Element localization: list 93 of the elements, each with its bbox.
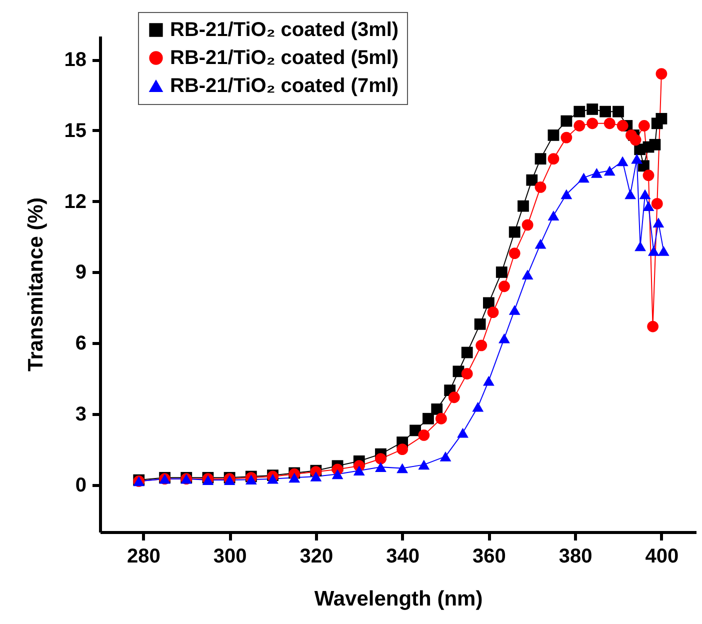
point: [534, 238, 546, 249]
point: [245, 474, 257, 485]
point: [526, 174, 538, 186]
point: [616, 120, 628, 132]
point: [649, 138, 661, 150]
point: [288, 472, 300, 483]
y-tick-label: 15: [64, 120, 86, 142]
point: [548, 153, 560, 165]
point: [586, 104, 598, 115]
point: [638, 120, 650, 132]
point: [508, 305, 520, 315]
legend-label: RB-21/TiO₂ coated (7ml): [170, 75, 399, 97]
point: [534, 153, 546, 165]
point: [647, 320, 659, 332]
point: [508, 248, 520, 259]
point: [472, 402, 484, 412]
point: [574, 120, 586, 132]
point: [616, 156, 628, 166]
point: [600, 106, 612, 118]
x-tick-label: 320: [300, 546, 334, 568]
point: [658, 246, 670, 256]
x-axis-title: Wavelength (nm): [314, 588, 483, 610]
point: [630, 134, 642, 146]
point: [560, 115, 572, 127]
point: [448, 392, 460, 404]
point: [482, 376, 494, 386]
point: [522, 219, 534, 231]
point: [642, 170, 654, 182]
point: [440, 451, 452, 462]
point: [604, 166, 616, 176]
point: [508, 226, 520, 238]
x-tick-label: 360: [472, 546, 506, 568]
point: [578, 172, 590, 183]
point: [418, 460, 430, 470]
x-tick-label: 300: [213, 546, 247, 568]
x-tick-label: 380: [558, 546, 592, 568]
point: [482, 297, 494, 309]
point: [522, 270, 534, 280]
point: [548, 210, 560, 220]
point: [574, 106, 586, 118]
point: [586, 118, 598, 130]
point: [487, 306, 499, 318]
point: [518, 200, 529, 212]
point: [656, 112, 668, 124]
point: [375, 462, 386, 472]
point: [461, 368, 473, 380]
point: [435, 412, 447, 424]
point: [652, 218, 664, 228]
point: [498, 280, 510, 292]
point: [461, 346, 473, 358]
point: [624, 189, 636, 200]
point: [639, 189, 651, 200]
point: [642, 201, 654, 211]
x-tick-label: 280: [127, 546, 160, 568]
point: [560, 132, 572, 144]
legend-label: RB-21/TiO₂ coated (5ml): [170, 47, 399, 69]
point: [604, 118, 616, 130]
y-tick-label: 6: [75, 332, 86, 355]
point: [418, 429, 430, 441]
point: [548, 130, 560, 141]
point: [410, 424, 421, 436]
point: [422, 412, 434, 424]
point: [498, 333, 510, 344]
y-axis-title: Transmitance (%): [24, 198, 48, 372]
point: [534, 181, 546, 193]
point: [648, 246, 660, 256]
point: [651, 198, 663, 210]
x-tick-label: 340: [386, 546, 420, 568]
point: [396, 463, 408, 474]
point: [457, 428, 468, 438]
y-tick-label: 0: [75, 474, 86, 496]
point: [612, 106, 624, 118]
point: [431, 403, 443, 415]
point: [474, 318, 486, 330]
point: [332, 469, 344, 480]
point: [375, 453, 386, 464]
x-tick-label: 400: [645, 546, 679, 568]
point: [353, 466, 365, 476]
point: [634, 241, 646, 252]
point: [590, 168, 602, 178]
point: [267, 474, 278, 484]
point: [396, 444, 408, 456]
point: [560, 189, 572, 200]
point: [656, 68, 668, 80]
y-tick-label: 12: [64, 190, 86, 213]
point: [310, 472, 322, 482]
point: [496, 266, 508, 278]
y-tick-label: 9: [75, 262, 86, 284]
y-tick-label: 3: [75, 403, 86, 426]
legend-label: RB-21/TiO₂ coated (3ml): [170, 19, 399, 41]
point: [476, 340, 488, 352]
y-tick-label: 18: [64, 49, 86, 72]
point: [631, 154, 643, 164]
